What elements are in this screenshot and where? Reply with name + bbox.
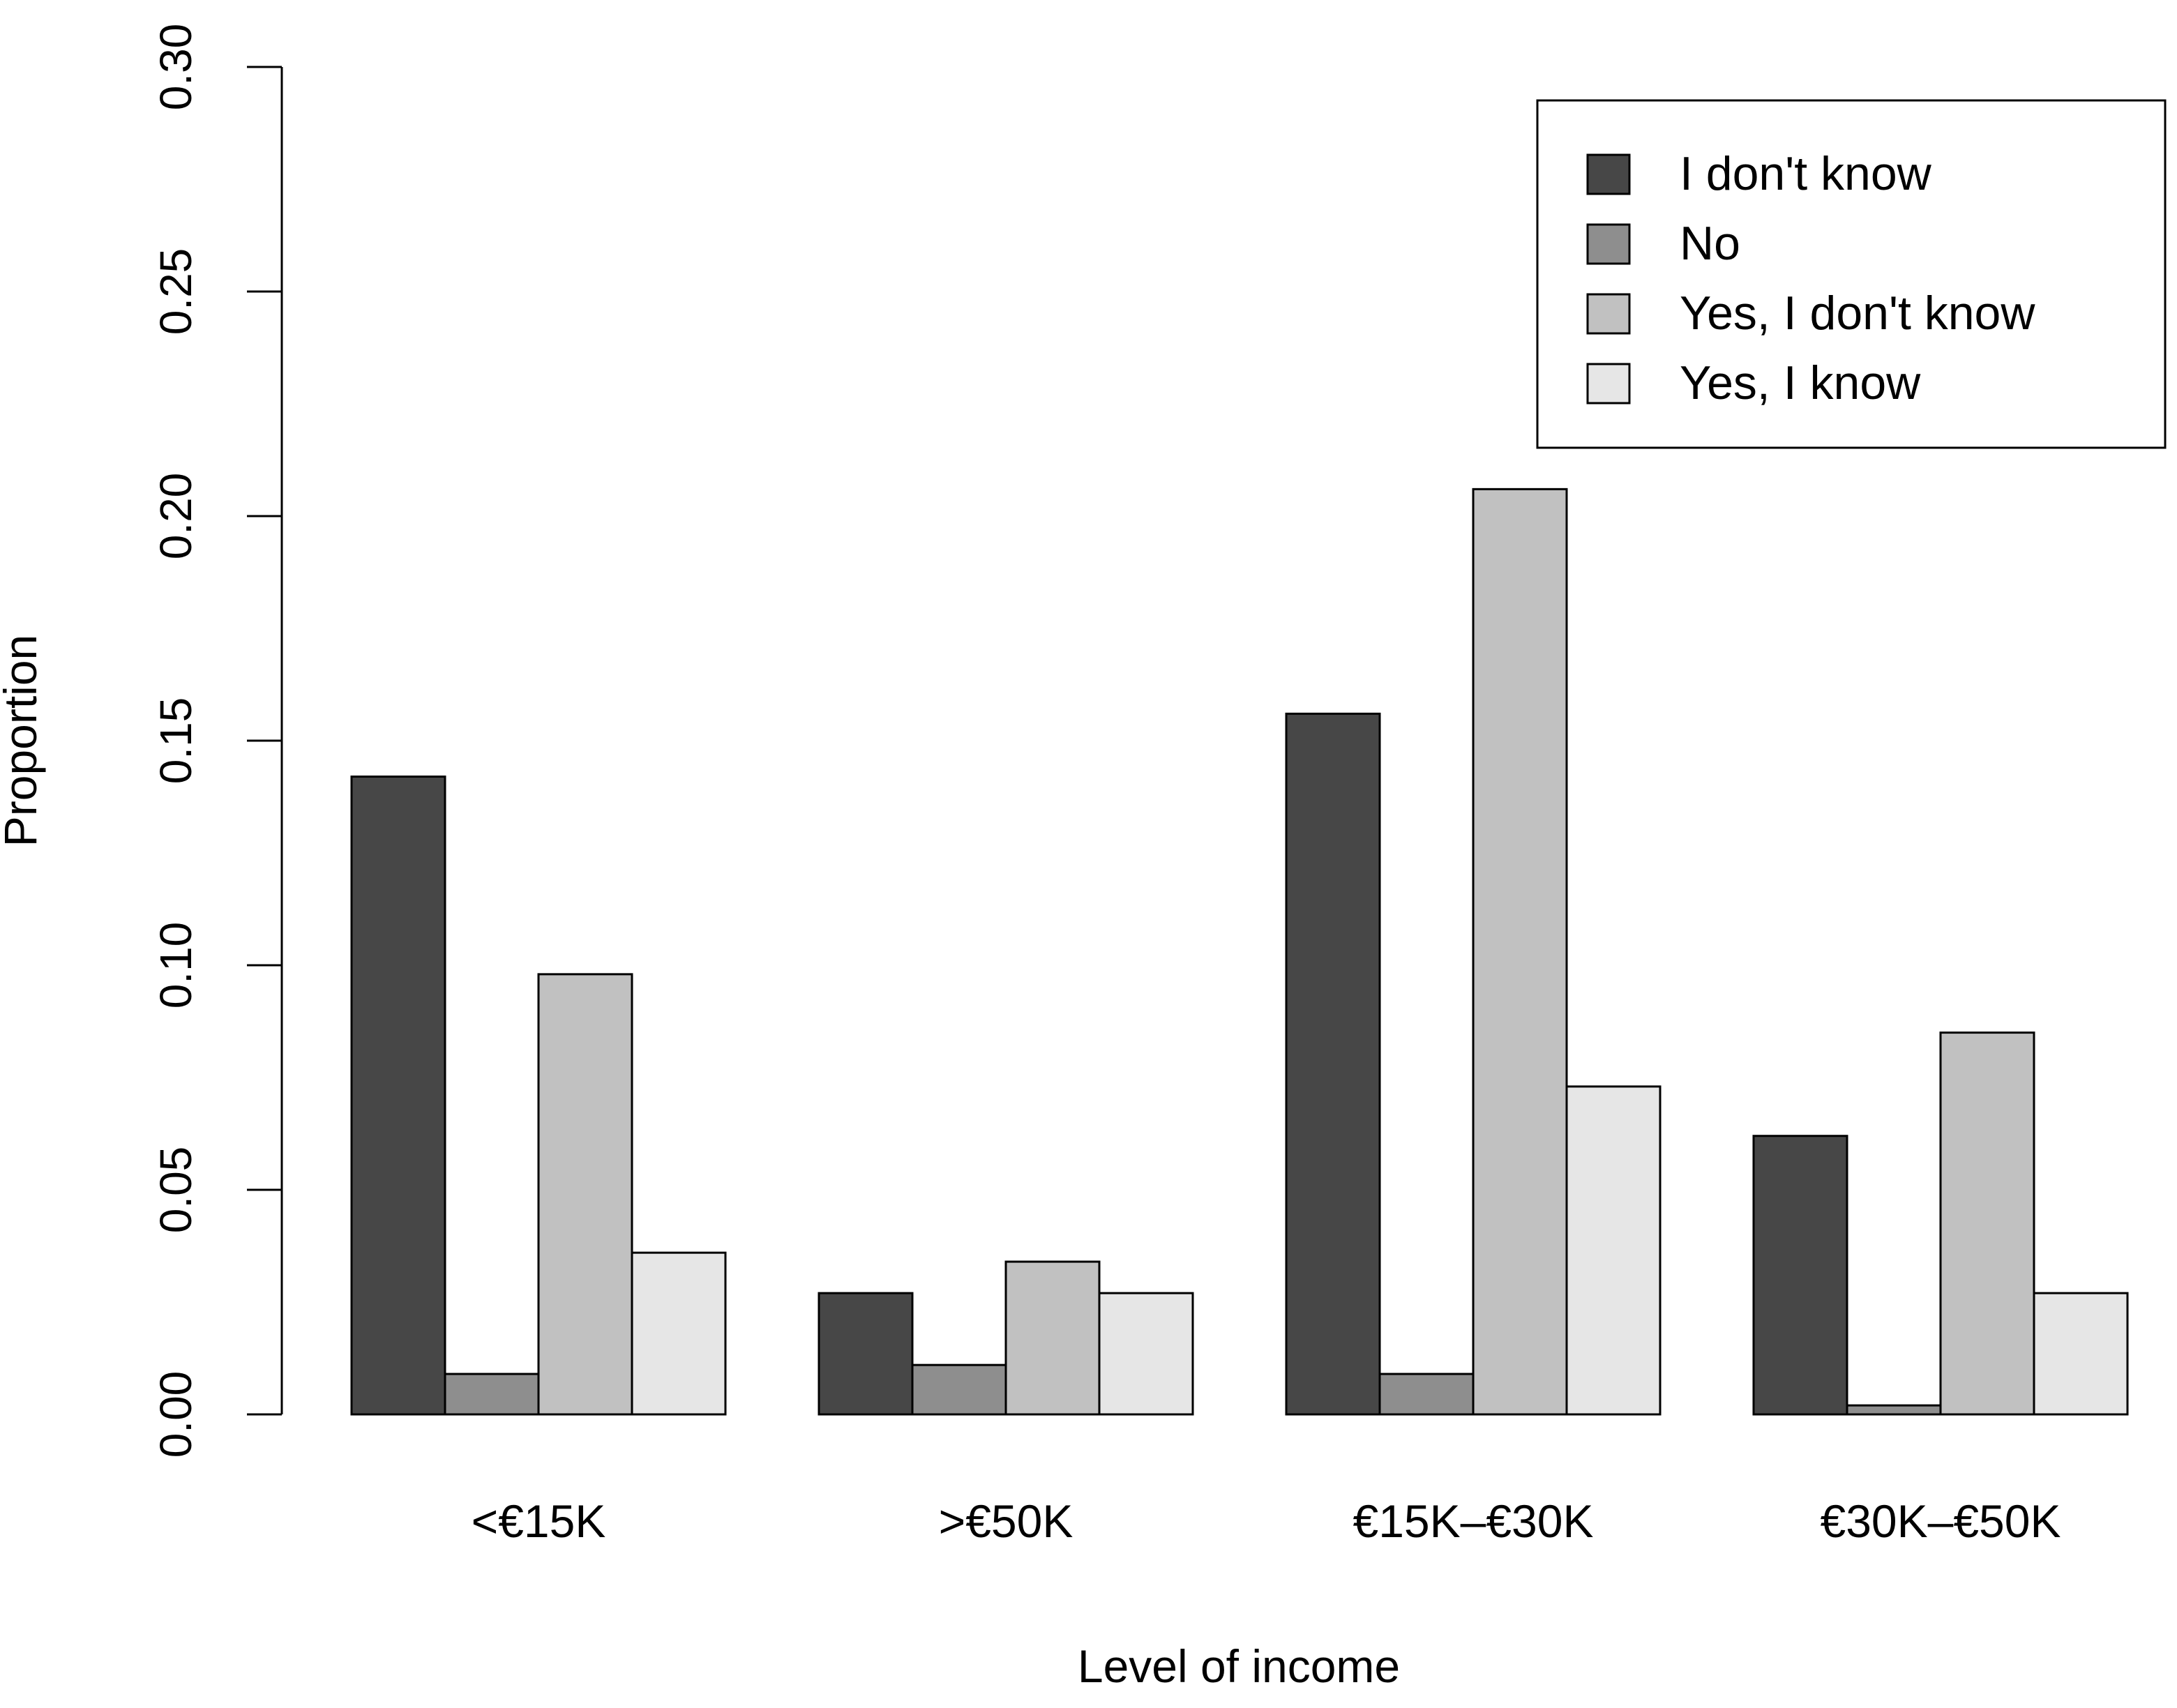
bar-0-2 [537,973,633,1416]
legend-label: Yes, I don't know [1680,287,2035,340]
bar-2-3 [1565,1085,1662,1416]
y-tick-label: 0.25 [151,248,201,335]
legend-swatch [1586,153,1631,195]
bar-3-1 [1846,1404,1942,1416]
legend-swatch [1586,363,1631,405]
bar-1-0 [818,1292,914,1416]
bar-1-2 [1004,1260,1101,1416]
legend-label: I don't know [1680,147,1932,200]
plot-area [350,488,2129,1416]
x-tick-label: €15K–€30K [1353,1495,1594,1547]
legend-label: Yes, I know [1680,356,1921,409]
bar-1-3 [1098,1292,1194,1416]
legend-swatch [1586,223,1631,265]
bar-1-1 [911,1363,1007,1416]
y-tick-label: 0.15 [151,697,201,785]
legend: I don't know No Yes, I don't know Yes, I kn… [1536,99,2167,449]
bar-2-0 [1285,712,1381,1416]
x-tick-label: €30K–€50K [1821,1495,2061,1547]
y-axis-label: Proportion [0,635,46,847]
bar-0-3 [631,1251,727,1416]
legend-label: No [1680,217,1740,270]
bar-3-3 [2033,1292,2129,1416]
bar-0-1 [444,1373,540,1416]
x-axis-label: Level of income [1078,1640,1400,1692]
y-tick-label: 0.20 [151,473,201,560]
y-tick-label: 0.00 [151,1371,201,1458]
bar-2-1 [1378,1373,1475,1416]
y-tick-label: 0.30 [151,24,201,111]
x-tick-label: >€50K [939,1495,1074,1547]
bar-3-2 [1939,1031,2035,1416]
y-axis: 0.00 0.05 0.10 0.15 0.20 0.25 0.30 [151,24,283,1458]
bar-0-0 [350,776,446,1416]
legend-swatch [1586,293,1631,335]
x-axis-categories: <€15K >€50K €15K–€30K €30K–€50K [472,1495,2061,1547]
bar-2-2 [1472,488,1568,1416]
x-tick-label: <€15K [472,1495,606,1547]
bar-3-0 [1752,1135,1848,1416]
y-tick-label: 0.05 [151,1147,201,1234]
legend-box [1536,99,2167,449]
y-tick-label: 0.10 [151,922,201,1009]
